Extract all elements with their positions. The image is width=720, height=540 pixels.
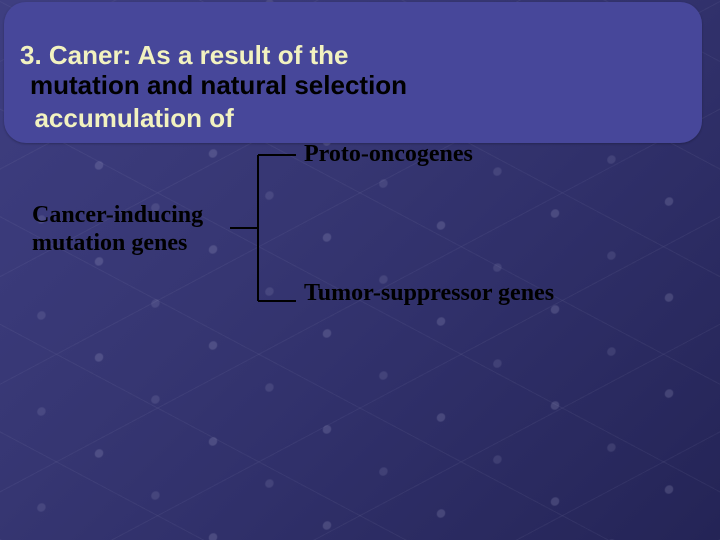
branch-top-label: Proto-oncogenes xyxy=(304,141,473,168)
slide-subtitle: mutation and natural selection xyxy=(30,70,407,101)
bracket-path xyxy=(230,155,296,301)
bracket-icon xyxy=(230,148,300,308)
title-line-1: 3. Caner: As a result of the xyxy=(20,40,348,70)
root-line-1: Cancer-inducing xyxy=(32,202,203,228)
title-line-2: accumulation of xyxy=(34,103,233,133)
branch-bottom-label: Tumor-suppressor genes xyxy=(304,280,554,307)
branch-diagram: Cancer-inducing mutation genes Proto-onc… xyxy=(32,130,700,350)
diagram-root-label: Cancer-inducing mutation genes xyxy=(32,202,203,257)
root-line-2: mutation genes xyxy=(32,230,187,256)
